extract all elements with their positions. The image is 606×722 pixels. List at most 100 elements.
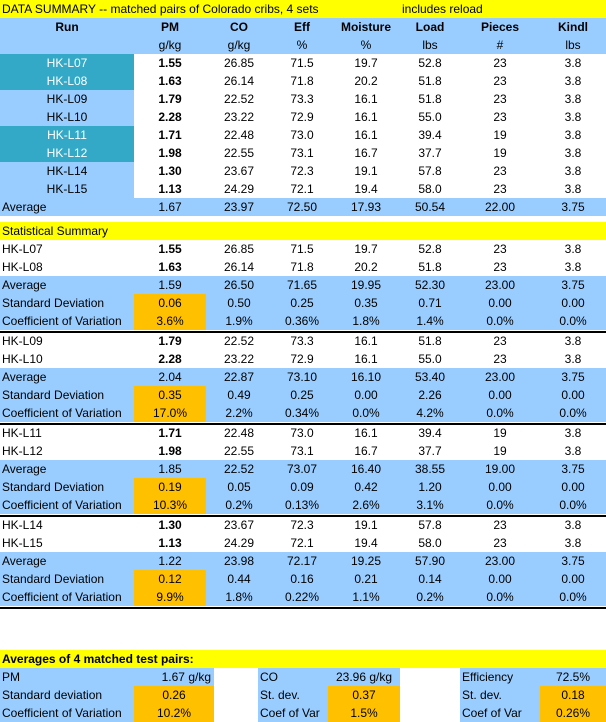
average-eff-value: 72.50 [286, 200, 318, 214]
group-run-row: HK-L07 1.55 26.85 71.5 19.7 52.8 23 3.8 [0, 240, 606, 258]
group-sd-eff-value: 0.25 [290, 296, 314, 310]
group-run-eff-value: 73.0 [290, 426, 314, 440]
group-cv-eff-value: 0.22% [284, 590, 320, 604]
group-sd-kindl-value: 0.00 [561, 388, 585, 402]
sheet-title: DATA SUMMARY -- matched pairs of Colorad… [2, 2, 319, 16]
group-avg-row: Average 2.04 22.87 73.10 16.10 53.40 23.00 3.75 [0, 368, 606, 386]
group-sd-kindl-value: 0.00 [561, 296, 585, 310]
group-cv-eff-value: 0.36% [284, 314, 320, 328]
group-sd-label: Standard Deviation [2, 296, 105, 310]
run-eff-value: 73.1 [290, 146, 314, 160]
group-sd-co-value: 0.50 [227, 296, 251, 310]
group-cv-label: Coefficient of Variation [2, 314, 122, 328]
group-run-eff-value: 71.8 [290, 260, 314, 274]
run-load-value: 39.4 [418, 128, 442, 142]
group-avg-pieces-value: 19.00 [484, 462, 516, 476]
group-run-moist-value: 19.7 [354, 242, 378, 256]
reload-note: includes reload [402, 2, 483, 16]
group-run-co-value: 23.67 [223, 518, 255, 532]
group-avg-label: Average [2, 462, 47, 476]
run-row: HK-L14 1.30 23.67 72.3 19.1 57.8 23 3.8 [0, 162, 606, 180]
group-avg-label: Average [2, 370, 47, 384]
run-label: HK-L15 [0, 180, 134, 198]
run-moist-value: 16.7 [354, 146, 378, 160]
group-sd-moist-value: 0.21 [354, 572, 378, 586]
group-run-kindl-value: 3.8 [564, 352, 582, 366]
run-label: HK-L09 [0, 90, 134, 108]
group-cv-pieces-value: 0.0% [486, 406, 514, 420]
group-run-label: HK-L15 [2, 536, 43, 550]
group-avg-load-value: 38.55 [414, 462, 446, 476]
group-run-moist-value: 16.1 [354, 426, 378, 440]
run-pieces-value: 19 [493, 146, 507, 160]
group-run-kindl-value: 3.8 [564, 334, 582, 348]
group-cv-moist-value: 1.1% [352, 590, 380, 604]
group-run-moist-value: 19.4 [354, 536, 378, 550]
group-run-eff-value: 73.1 [290, 444, 314, 458]
run-load-value: 51.8 [418, 92, 442, 106]
group-sd-row: Standard Deviation 0.35 0.49 0.25 0.00 2.26 0.… [0, 386, 606, 404]
group-sd-kindl-value: 0.00 [561, 572, 585, 586]
group-run-pieces-value: 23 [493, 518, 507, 532]
group-avg-pieces-value: 23.00 [484, 554, 516, 568]
group-run-eff-value: 72.9 [290, 352, 314, 366]
group-run-label: HK-L10 [2, 352, 43, 366]
group-avg-load-value: 53.40 [414, 370, 446, 384]
final-co-sd-label: St. dev. [258, 686, 328, 704]
final-pm-value-label: PM [0, 668, 134, 686]
run-pm-value: 1.79 [158, 92, 182, 106]
average-pieces-value: 22.00 [484, 200, 516, 214]
group-run-kindl-value: 3.8 [564, 536, 582, 550]
run-co-value: 22.48 [223, 128, 255, 142]
group-sd-load-value: 1.20 [418, 480, 442, 494]
header-eff: Eff [294, 20, 310, 34]
group-run-pm-value: 1.71 [158, 426, 182, 440]
final-pm-sd-label: Standard deviation [0, 686, 134, 704]
group-run-moist-value: 19.1 [354, 518, 378, 532]
group-avg-moist-value: 16.10 [350, 370, 382, 384]
run-co-value: 24.29 [223, 182, 255, 196]
run-kindl-value: 3.8 [564, 164, 582, 178]
final-averages-title: Averages of 4 matched test pairs: [2, 652, 194, 666]
unit-eff: % [296, 38, 308, 52]
group-sd-pieces-value: 0.00 [488, 388, 512, 402]
group-run-co-value: 26.14 [223, 260, 255, 274]
group-sd-moist-value: 0.00 [354, 388, 378, 402]
run-kindl-value: 3.8 [564, 56, 582, 70]
group-run-eff-value: 72.3 [290, 518, 314, 532]
group-run-row: HK-L10 2.28 23.22 72.9 16.1 55.0 23 3.8 [0, 350, 606, 368]
run-kindl-value: 3.8 [564, 74, 582, 88]
group-sd-pm-value: 0.35 [134, 386, 206, 404]
group-cv-moist-value: 2.6% [352, 498, 380, 512]
group-sd-load-value: 0.14 [418, 572, 442, 586]
run-co-value: 23.22 [223, 110, 255, 124]
header-run: Run [55, 20, 79, 34]
group-run-label: HK-L08 [2, 260, 43, 274]
final-eff-cv-value: 0.26% [540, 704, 606, 722]
final-title-row: Averages of 4 matched test pairs: [0, 650, 606, 668]
group-run-kindl-value: 3.8 [564, 426, 582, 440]
run-pieces-value: 23 [493, 110, 507, 124]
final-pm-value-value: 1.67 g/kg [134, 668, 214, 686]
run-label: HK-L08 [0, 72, 134, 90]
group-run-pieces-value: 23 [493, 260, 507, 274]
group-cv-label: Coefficient of Variation [2, 498, 122, 512]
unit-moisture: % [360, 38, 372, 52]
group-cv-co-value: 2.2% [225, 406, 253, 420]
header-pm: PM [161, 20, 179, 34]
run-row: HK-L09 1.79 22.52 73.3 16.1 51.8 23 3.8 [0, 90, 606, 108]
run-pieces-value: 23 [493, 92, 507, 106]
run-pm-value: 1.98 [158, 146, 182, 160]
final-pm-cv-value: 10.2% [134, 704, 214, 722]
group-run-row: HK-L15 1.13 24.29 72.1 19.4 58.0 23 3.8 [0, 534, 606, 552]
group-cv-load-value: 1.4% [416, 314, 444, 328]
run-label: HK-L07 [0, 54, 134, 72]
average-pm-value: 1.67 [158, 200, 182, 214]
group-run-pm-value: 1.79 [158, 334, 182, 348]
group-run-kindl-value: 3.8 [564, 260, 582, 274]
run-moist-value: 16.1 [354, 110, 378, 124]
summary-average-row: Average 1.67 23.97 72.50 17.93 50.54 22.00 3.75 [0, 198, 606, 216]
final-value-row: PM 1.67 g/kg CO 23.96 g/kg Efficiency 72.5% [0, 668, 606, 686]
group-run-pm-value: 1.13 [158, 536, 182, 550]
